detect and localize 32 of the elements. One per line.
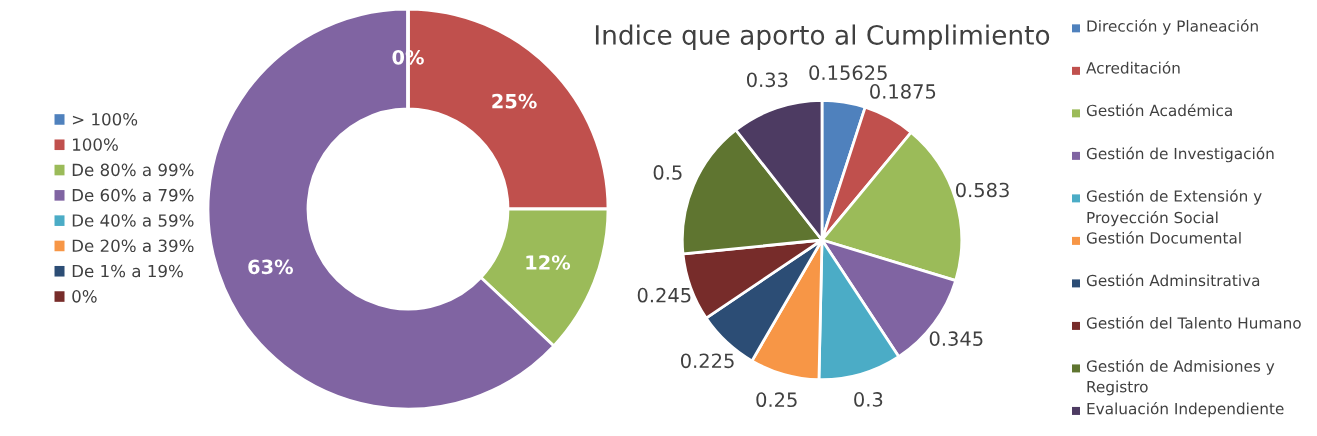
- data-label: 63%: [248, 259, 293, 275]
- data-label: 0.225: [680, 353, 734, 369]
- legend-label: De 80% a 99%: [72, 163, 194, 177]
- data-label: 0.345: [929, 331, 983, 346]
- data-label: 0.25: [756, 392, 797, 408]
- legend-label: Gestión de Extensión y Proyección Social: [1086, 189, 1262, 227]
- legend-label: > 100%: [72, 112, 138, 126]
- legend-label: Gestión Documental: [1086, 231, 1241, 244]
- data-label: 0.583: [955, 182, 1009, 198]
- data-label: 0.1875: [870, 84, 936, 99]
- data-label: 12%: [526, 255, 571, 270]
- legend-label: Acreditación: [1086, 61, 1180, 74]
- legend-label: Gestión del Talento Humano: [1086, 316, 1301, 329]
- legend-label: De 40% a 59%: [72, 214, 194, 227]
- legend-label: Gestión de Investigación: [1086, 146, 1274, 163]
- legend-label: De 20% a 39%: [72, 239, 194, 253]
- legend-label: Gestión Adminsitrativa: [1086, 273, 1260, 287]
- chart-title: Indice que aporto al Cumplimiento: [595, 24, 1050, 50]
- data-label: 0.15625: [809, 65, 887, 81]
- legend-label: 0%: [72, 290, 97, 303]
- legend-label: De 1% a 19%: [72, 264, 183, 278]
- data-label: 0.5: [653, 165, 682, 180]
- legend-label: Evaluación Independiente: [1087, 401, 1284, 418]
- legend-label: Gestión de Admisiones y Registro: [1086, 359, 1275, 396]
- legend-label: De 60% a 79%: [72, 188, 194, 202]
- data-label: 0.245: [637, 287, 691, 303]
- data-label: 0.3: [854, 392, 883, 407]
- data-label: 25%: [492, 93, 537, 109]
- legend-label: Dirección y Planeación: [1087, 19, 1258, 35]
- data-label: 0.33: [746, 72, 788, 88]
- legend-label: 100%: [73, 138, 118, 151]
- legend-label: Gestión Académica: [1086, 103, 1232, 117]
